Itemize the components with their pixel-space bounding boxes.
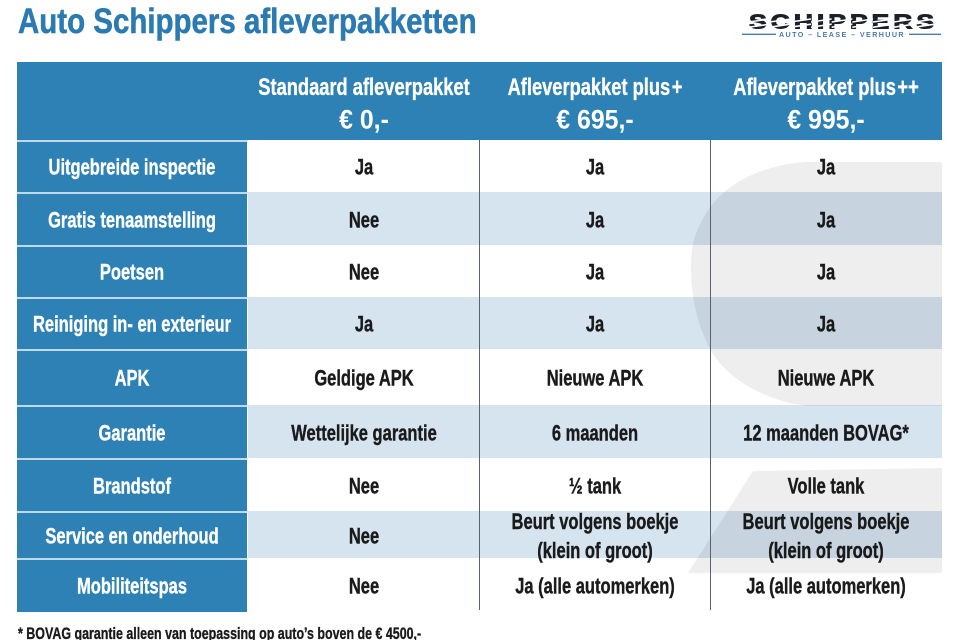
svg-text:AUTO – LEASE – VERHUUR: AUTO – LEASE – VERHUUR: [779, 30, 905, 39]
